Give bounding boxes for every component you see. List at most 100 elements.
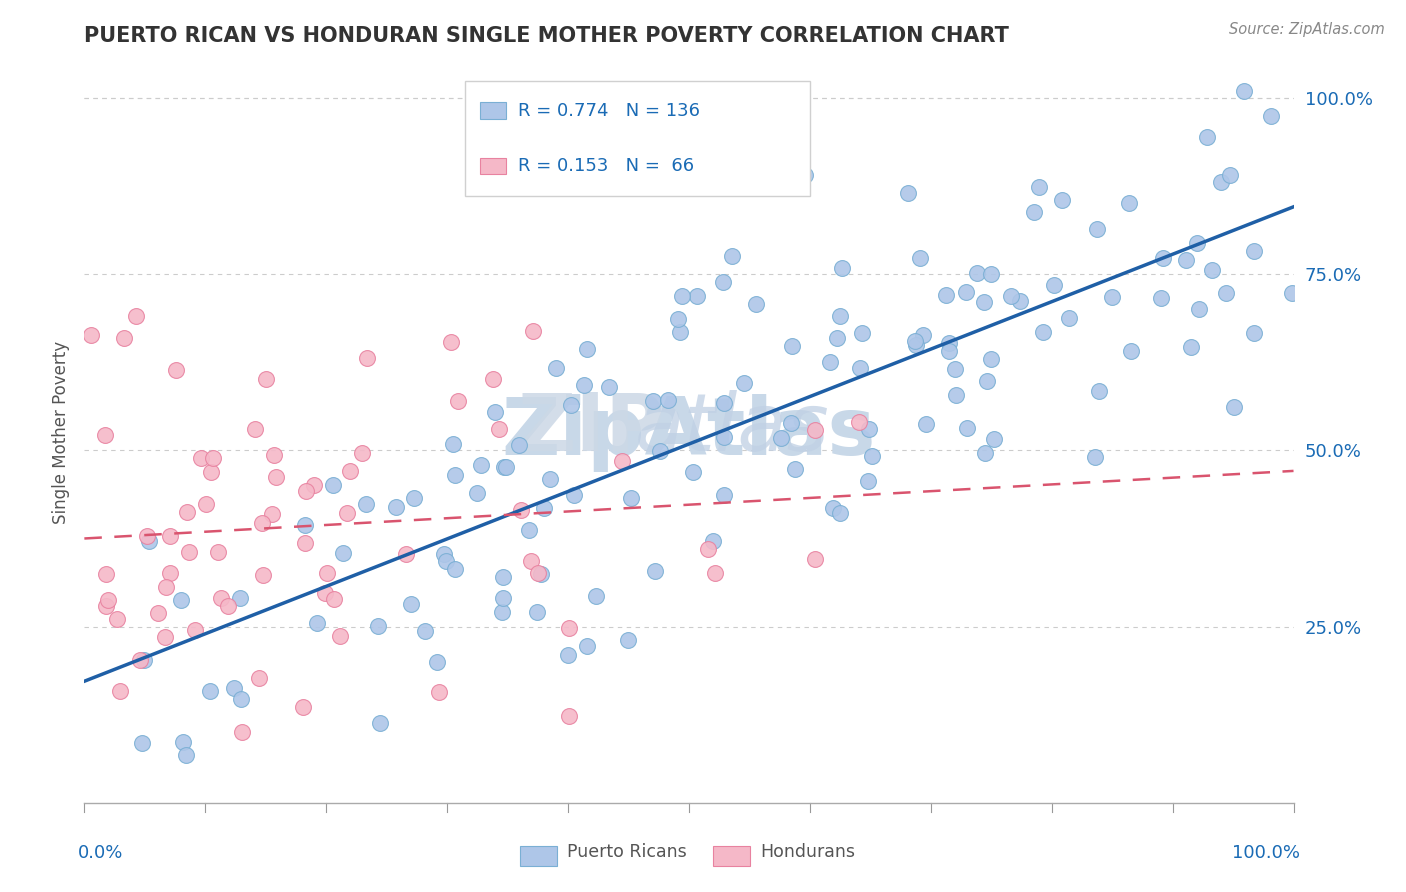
- Point: [222, 681, 245, 696]
- Point: [572, 377, 595, 392]
- Point: [124, 309, 146, 323]
- Point: [322, 478, 344, 492]
- Point: [935, 288, 957, 302]
- Point: [243, 422, 266, 436]
- Point: [447, 394, 470, 409]
- FancyBboxPatch shape: [479, 103, 506, 119]
- Point: [1215, 286, 1237, 301]
- Point: [973, 446, 995, 460]
- Point: [1219, 168, 1241, 182]
- Point: [294, 484, 316, 499]
- Point: [546, 361, 568, 376]
- Point: [848, 415, 870, 429]
- Point: [904, 334, 927, 348]
- FancyBboxPatch shape: [479, 158, 506, 174]
- Point: [159, 529, 181, 543]
- Point: [945, 388, 967, 402]
- Point: [426, 655, 449, 669]
- Point: [385, 500, 408, 515]
- Point: [897, 186, 920, 200]
- Point: [80, 328, 103, 343]
- Point: [517, 523, 540, 537]
- Point: [482, 372, 505, 386]
- Point: [329, 629, 352, 643]
- Point: [1043, 277, 1066, 292]
- Point: [484, 404, 506, 418]
- Point: [908, 252, 931, 266]
- Point: [399, 597, 422, 611]
- Point: [94, 567, 117, 582]
- Point: [1223, 400, 1246, 414]
- Point: [433, 547, 456, 561]
- Point: [495, 459, 517, 474]
- Point: [1187, 301, 1209, 316]
- Point: [1175, 252, 1198, 267]
- Point: [176, 505, 198, 519]
- Point: [713, 396, 735, 410]
- Text: Puerto Ricans: Puerto Ricans: [567, 843, 686, 861]
- Point: [96, 599, 118, 613]
- Point: [557, 648, 579, 663]
- FancyBboxPatch shape: [520, 847, 557, 866]
- Point: [858, 422, 880, 436]
- Point: [492, 591, 515, 605]
- Point: [943, 361, 966, 376]
- Point: [336, 506, 359, 520]
- Point: [217, 599, 239, 613]
- Point: [492, 569, 515, 583]
- Point: [470, 458, 492, 472]
- Text: Source: ZipAtlas.com: Source: ZipAtlas.com: [1229, 22, 1385, 37]
- Point: [576, 639, 599, 653]
- Point: [492, 460, 515, 475]
- Point: [146, 606, 169, 620]
- Text: ZipAtlas: ZipAtlas: [502, 393, 876, 472]
- FancyBboxPatch shape: [465, 81, 810, 195]
- Point: [533, 501, 555, 516]
- Point: [1180, 340, 1202, 354]
- Point: [305, 615, 328, 630]
- Point: [402, 491, 425, 505]
- Point: [264, 470, 287, 484]
- Point: [734, 376, 756, 390]
- Point: [980, 267, 1002, 281]
- Point: [367, 619, 389, 633]
- Point: [165, 362, 187, 376]
- Point: [520, 553, 543, 567]
- Point: [1211, 175, 1233, 189]
- Point: [641, 394, 664, 409]
- Point: [135, 529, 157, 543]
- Point: [686, 289, 709, 303]
- Point: [976, 374, 998, 388]
- Point: [530, 566, 553, 581]
- Point: [704, 566, 727, 581]
- Point: [1008, 293, 1031, 308]
- Point: [491, 605, 513, 619]
- Point: [558, 708, 581, 723]
- Text: ZIP: ZIP: [517, 390, 665, 468]
- Point: [252, 516, 274, 530]
- Point: [831, 261, 853, 276]
- Point: [858, 474, 880, 488]
- Point: [1121, 343, 1143, 358]
- Point: [612, 453, 634, 467]
- Point: [1152, 252, 1174, 266]
- Point: [138, 533, 160, 548]
- Point: [1052, 193, 1074, 207]
- Point: [721, 249, 744, 263]
- Point: [1150, 291, 1173, 305]
- Point: [966, 267, 988, 281]
- Point: [1032, 325, 1054, 339]
- Point: [368, 716, 391, 731]
- Point: [702, 534, 724, 549]
- Point: [713, 488, 735, 502]
- Point: [316, 566, 339, 580]
- Point: [825, 331, 848, 345]
- Text: R = 0.153   N =  66: R = 0.153 N = 66: [519, 157, 695, 175]
- Point: [443, 468, 465, 483]
- Point: [1243, 326, 1265, 341]
- Point: [818, 355, 841, 369]
- Point: [153, 630, 176, 644]
- Point: [231, 692, 253, 706]
- Point: [209, 591, 232, 605]
- Point: [352, 446, 374, 460]
